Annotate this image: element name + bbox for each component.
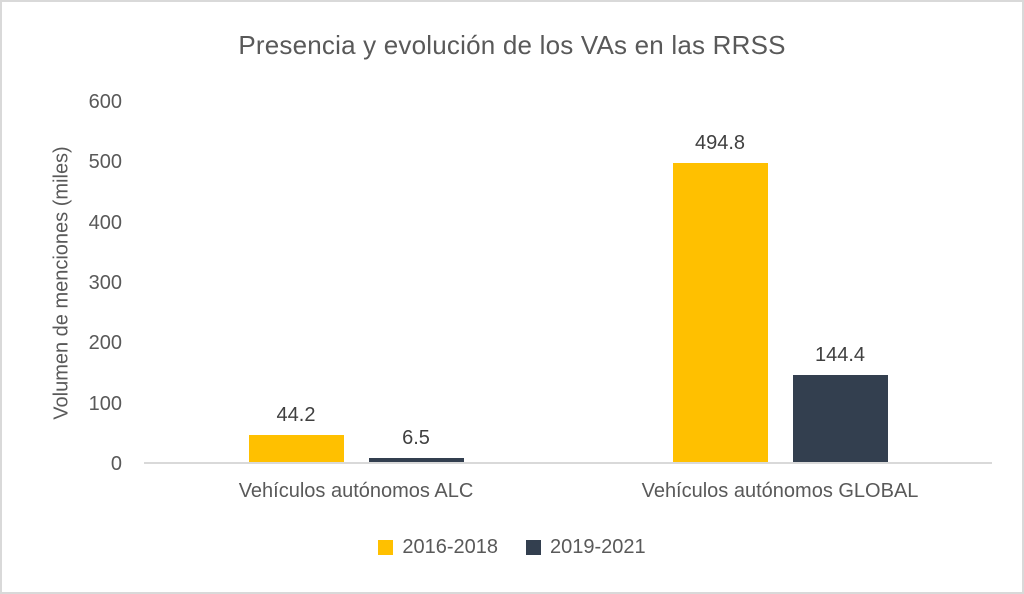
data-label: 44.2: [276, 404, 316, 427]
y-tick-label: 500: [88, 151, 122, 174]
bar-series-0-category-1: [672, 163, 768, 462]
y-tick-label: 200: [88, 332, 122, 355]
y-axis-ticks: 0 100 200 300 400 500 600: [2, 91, 122, 475]
bar-series-1-category-1: [792, 374, 888, 462]
y-tick-label: 600: [88, 91, 122, 113]
legend-item: 2016-2018: [378, 536, 498, 559]
y-tick-label: 400: [88, 211, 122, 234]
data-label: 494.8: [694, 132, 746, 155]
category-label: Vehículos autónomos ALC: [238, 480, 474, 502]
bar-with-label: 44.2: [248, 102, 344, 462]
legend-item: 2019-2021: [526, 536, 646, 559]
bar-with-label: 494.8: [672, 102, 768, 462]
y-tick-label: 100: [88, 392, 122, 415]
data-label: 144.4: [814, 343, 866, 366]
legend-swatch-icon: [378, 540, 394, 555]
bar-series-0-category-0: [248, 435, 344, 462]
data-label: 6.5: [402, 427, 430, 450]
category-label: Vehículos autónomos GLOBAL: [641, 480, 919, 502]
bar-series-1-category-0: [368, 458, 464, 462]
x-axis-category-labels: Vehículos autónomos ALC Vehículos autónom…: [144, 480, 992, 503]
legend-swatch-icon: [526, 540, 541, 555]
legend-label: 2019-2021: [550, 536, 646, 558]
y-tick-label: 0: [110, 453, 122, 475]
bar-group: 494.8 144.4: [568, 102, 992, 462]
legend-label: 2016-2018: [402, 536, 498, 558]
y-tick-label: 300: [88, 272, 122, 294]
chart-title: Presencia y evolución de los VAs en las …: [238, 30, 786, 60]
bar-with-label: 6.5: [368, 102, 464, 462]
legend: 2016-2018 2019-2021: [2, 536, 1022, 559]
plot-area: 44.2 6.5 494.8 144.4: [144, 102, 992, 464]
bar-with-label: 144.4: [792, 102, 888, 462]
bar-group: 44.2 6.5: [144, 102, 568, 462]
